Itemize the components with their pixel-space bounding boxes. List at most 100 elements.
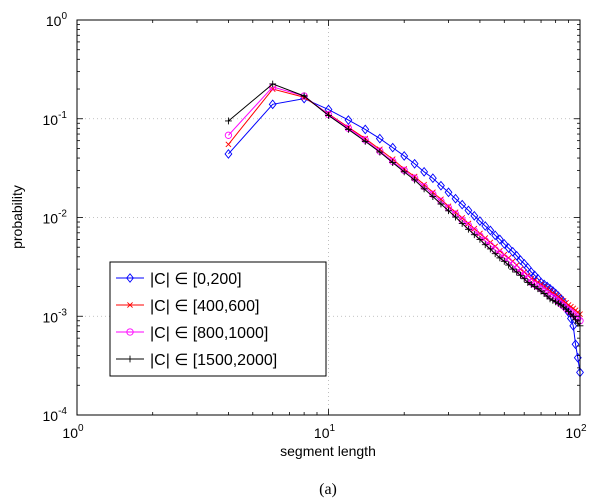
data-point	[486, 225, 495, 236]
data-point	[546, 295, 554, 303]
y-tick-label: 10-3	[43, 307, 68, 325]
data-point	[491, 230, 500, 241]
x-tick-label: 100	[62, 423, 84, 441]
data-point	[438, 196, 444, 203]
data-point	[500, 239, 509, 249]
data-point	[504, 243, 513, 254]
data-point	[225, 117, 232, 125]
data-point	[269, 80, 277, 88]
data-point	[345, 126, 352, 133]
legend-label: |C| ∈ [800,1000]	[150, 325, 268, 342]
data-point	[496, 254, 504, 262]
data-point	[444, 187, 453, 198]
data-point	[224, 131, 233, 139]
legend-item: |C| ∈ [400,600]	[116, 298, 259, 315]
legend-swatch-marker	[126, 273, 134, 283]
data-point	[571, 339, 580, 350]
data-point	[476, 230, 483, 237]
tick-labels: 100 101 102 10-4 10-3 10-2 10-1 100	[43, 11, 587, 441]
data-point	[410, 158, 419, 169]
legend-label: |C| ∈ [0,200]	[150, 271, 242, 288]
data-point	[465, 225, 472, 233]
data-point	[400, 168, 408, 176]
data-point	[465, 220, 472, 227]
data-point	[505, 261, 512, 269]
data-point	[452, 209, 459, 216]
data-point	[428, 173, 437, 184]
data-point	[508, 246, 517, 257]
data-point	[388, 142, 397, 153]
data-point	[481, 241, 489, 249]
data-point	[481, 221, 490, 231]
x-axis-label: segment length	[280, 443, 376, 459]
data-point	[543, 292, 551, 300]
data-point	[420, 166, 429, 177]
data-point	[495, 234, 504, 245]
data-point	[361, 124, 370, 135]
data-point	[464, 205, 473, 216]
data-point	[325, 112, 332, 119]
data-point	[411, 176, 419, 184]
data-point	[445, 203, 452, 210]
y-tick-label: 10-2	[43, 209, 68, 227]
y-axis-label: probability	[9, 185, 25, 249]
data-point	[520, 275, 528, 283]
ticks	[76, 19, 581, 416]
data-point	[547, 288, 553, 294]
data-point	[224, 149, 233, 159]
data-point	[549, 296, 557, 304]
legend-label: |C| ∈ [1500,2000]	[150, 352, 277, 369]
data-point	[513, 268, 521, 276]
data-point	[459, 215, 466, 221]
y-tick-label: 100	[46, 11, 68, 29]
data-point	[517, 271, 524, 279]
legend-item: |C| ∈ [800,1000]	[116, 325, 268, 342]
data-point	[451, 193, 460, 204]
data-point	[524, 279, 532, 286]
data-point	[300, 92, 308, 100]
data-point	[361, 137, 369, 145]
data-point	[569, 320, 578, 331]
legend-item: |C| ∈ [1500,2000]	[116, 352, 277, 369]
data-point	[486, 245, 494, 253]
data-point	[375, 133, 384, 144]
data-point	[400, 151, 409, 161]
data-point	[470, 210, 479, 221]
data-point	[376, 148, 384, 156]
legend-swatch-marker	[127, 302, 133, 308]
data-point	[531, 277, 538, 284]
data-point	[458, 220, 466, 227]
data-point	[429, 189, 436, 196]
legend-swatch-marker	[126, 328, 134, 336]
data-point	[500, 257, 508, 265]
y-tick-label: 10-1	[43, 110, 68, 128]
data-point	[476, 236, 484, 243]
x-tick-label: 102	[565, 423, 587, 441]
legend-label: |C| ∈ [400,600]	[150, 298, 259, 315]
data-point	[421, 181, 428, 188]
series-layer	[224, 80, 584, 378]
data-point	[509, 265, 517, 273]
data-point	[491, 250, 499, 258]
legend-item: |C| ∈ [0,200]	[116, 271, 242, 288]
data-point	[437, 200, 445, 208]
legend-box	[109, 261, 327, 377]
legend-swatch-marker	[126, 355, 134, 363]
data-point	[268, 99, 277, 110]
data-point	[389, 159, 397, 166]
data-point	[437, 180, 445, 191]
data-point	[516, 255, 525, 266]
data-point	[475, 216, 484, 226]
legend: |C| ∈ [0,200] |C| ∈ [400,600] |C| ∈ [800,1…	[109, 261, 327, 377]
x-tick-label: 101	[314, 423, 336, 441]
data-point	[458, 199, 467, 210]
data-point	[471, 225, 478, 232]
data-point	[527, 267, 536, 278]
y-tick-label: 10-4	[43, 406, 68, 424]
data-point	[452, 213, 459, 221]
data-point	[512, 250, 521, 261]
series	[225, 80, 584, 330]
data-point	[225, 141, 232, 148]
data-point	[420, 185, 428, 193]
